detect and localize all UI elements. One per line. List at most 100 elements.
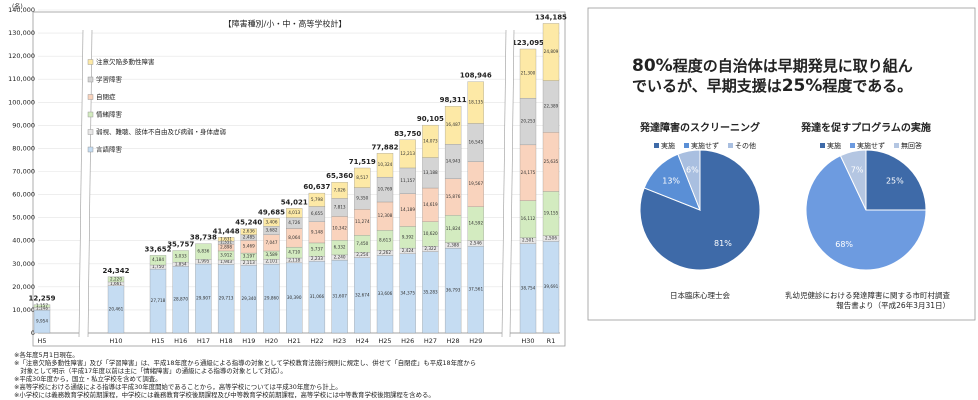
- segment-label: 29,340: [241, 296, 256, 301]
- x-tick-label: H10: [109, 337, 122, 345]
- footnote: ※各年度5月1日現在。: [14, 350, 79, 359]
- x-tick-label: H29: [469, 337, 482, 345]
- segment-label: 15,876: [446, 194, 461, 199]
- segment-label: 39,691: [544, 284, 559, 289]
- chart-title: 【障害種別/小・中・高等学校計】: [224, 19, 347, 29]
- segment-label: 22,389: [544, 103, 559, 108]
- segment-label: 29,860: [264, 296, 279, 301]
- segment-label: 35,283: [423, 289, 438, 294]
- segment-label: 7,047: [266, 240, 278, 245]
- total-label: 90,105: [417, 115, 444, 123]
- legend-swatch: [87, 59, 94, 65]
- segment-label: 29,907: [196, 296, 211, 301]
- total-label: 77,882: [371, 143, 398, 151]
- segment-label: 2,240: [334, 254, 346, 259]
- footnote: ※小学校には義務教育学校前期課程，中学校には義務教育学校後期課程及び中等教育学校…: [14, 390, 435, 399]
- headline-text: 程度の自治体は早期発見に取り組ん: [673, 57, 913, 75]
- segment-label: 9,148: [311, 229, 323, 234]
- segment-label: 2,388: [447, 242, 459, 247]
- segment-label: 2,322: [424, 246, 436, 251]
- y-tick-label: 40,000: [12, 237, 35, 245]
- segment-label: 19,567: [468, 181, 483, 186]
- segment-label: 24,175: [521, 170, 536, 175]
- segment-label: 1,854: [175, 261, 187, 266]
- segment-label: 14,189: [400, 207, 415, 212]
- segment-label: 10,324: [378, 162, 393, 167]
- legend-swatch: [87, 111, 94, 118]
- total-label: 71,519: [349, 158, 376, 166]
- y-tick-label: 60,000: [12, 191, 35, 199]
- segment-label: 30,390: [287, 295, 302, 300]
- segment-label: 1,157: [36, 303, 48, 308]
- pie-legend-swatch: [850, 143, 855, 148]
- total-label: 35,757: [167, 241, 194, 249]
- segment-label: 11,274: [355, 219, 370, 224]
- headline-2: でいるが、早期支援は25%程度である。: [632, 76, 912, 96]
- total-label: 49,685: [258, 208, 285, 216]
- segment-label: 34,375: [400, 290, 415, 295]
- pie-value-label: 13%: [662, 177, 680, 186]
- segment-label: 1,631: [220, 236, 232, 241]
- x-tick-label: H25: [378, 337, 391, 345]
- segment-label: 2,101: [266, 259, 278, 264]
- segment-label: 16,487: [446, 122, 461, 127]
- segment-label: 5,033: [175, 253, 187, 258]
- pie-slice: [839, 149, 867, 211]
- x-tick-label: H21: [288, 337, 301, 345]
- pie-legend-swatch: [684, 143, 689, 148]
- source: 乳幼児健診における発達障害に関する市町村調査報告書より（平成26年3月31日）: [785, 290, 950, 310]
- source: 日本臨床心理士会: [670, 290, 730, 300]
- bar-segment: [240, 228, 257, 235]
- legend-label: 言語障害: [96, 145, 123, 154]
- segment-label: 4,013: [288, 210, 300, 215]
- y-unit: (名): [12, 3, 23, 11]
- segment-label: 3,406: [266, 219, 278, 224]
- bar-segment: [263, 218, 280, 227]
- segment-label: 11,157: [400, 178, 415, 183]
- pie-title: 発達障害のスクリーニング: [639, 121, 760, 134]
- pie-legend-swatch: [820, 143, 825, 148]
- segment-label: 5,469: [243, 244, 255, 249]
- pie-legend-label: 実施: [827, 141, 841, 150]
- legend-label: 情緒障害: [96, 110, 123, 119]
- pie-title: 発達を促すプログラムの実施: [800, 121, 931, 134]
- segment-label: 1,351: [220, 240, 232, 245]
- bar-segment: [33, 304, 51, 308]
- segment-label: 33,606: [378, 291, 393, 296]
- legend-label: 注意欠陥多動性障害: [96, 57, 155, 66]
- segment-label: 36,793: [446, 288, 461, 293]
- segment-label: 14,073: [423, 138, 438, 143]
- segment-label: 32,674: [355, 292, 370, 297]
- segment-label: 13,188: [423, 170, 438, 175]
- segment-label: 11,824: [446, 226, 461, 231]
- segment-label: 10,769: [378, 187, 393, 192]
- x-tick-label: H5: [37, 337, 46, 345]
- segment-label: 37,561: [468, 287, 483, 292]
- segment-label: 20,253: [521, 119, 536, 124]
- x-tick-label: H27: [424, 337, 437, 345]
- x-tick-label: H30: [521, 337, 534, 345]
- headline-em: 80%: [632, 56, 673, 76]
- segment-label: 1,661: [110, 281, 122, 286]
- segment-label: 7,026: [334, 187, 346, 192]
- segment-label: 29,713: [219, 296, 234, 301]
- segment-label: 38,754: [521, 285, 536, 290]
- y-tick-label: 0: [31, 329, 35, 337]
- total-label: 123,095: [512, 39, 544, 47]
- segment-label: 9,392: [402, 234, 414, 239]
- y-tick-label: 30,000: [12, 260, 35, 268]
- y-tick-label: 20,000: [12, 283, 35, 291]
- axis-break-line: [501, 29, 507, 338]
- legend-label: 弱視、難聴、肢体不自由及び病弱・身体虚弱: [96, 127, 226, 136]
- bar-segment: [542, 23, 560, 81]
- pie-legend-label: 実施せず: [691, 141, 719, 150]
- pie-value-label: 6%: [686, 165, 699, 174]
- bar-segment: [195, 243, 212, 260]
- total-label: 12,259: [28, 295, 55, 303]
- x-tick-label: H19: [242, 337, 255, 345]
- segment-label: 3,589: [266, 252, 278, 257]
- segment-label: 16,112: [521, 216, 536, 221]
- legend-label: 学習障害: [96, 75, 123, 84]
- segment-label: 3,682: [266, 227, 278, 232]
- left-frame: [32, 11, 566, 347]
